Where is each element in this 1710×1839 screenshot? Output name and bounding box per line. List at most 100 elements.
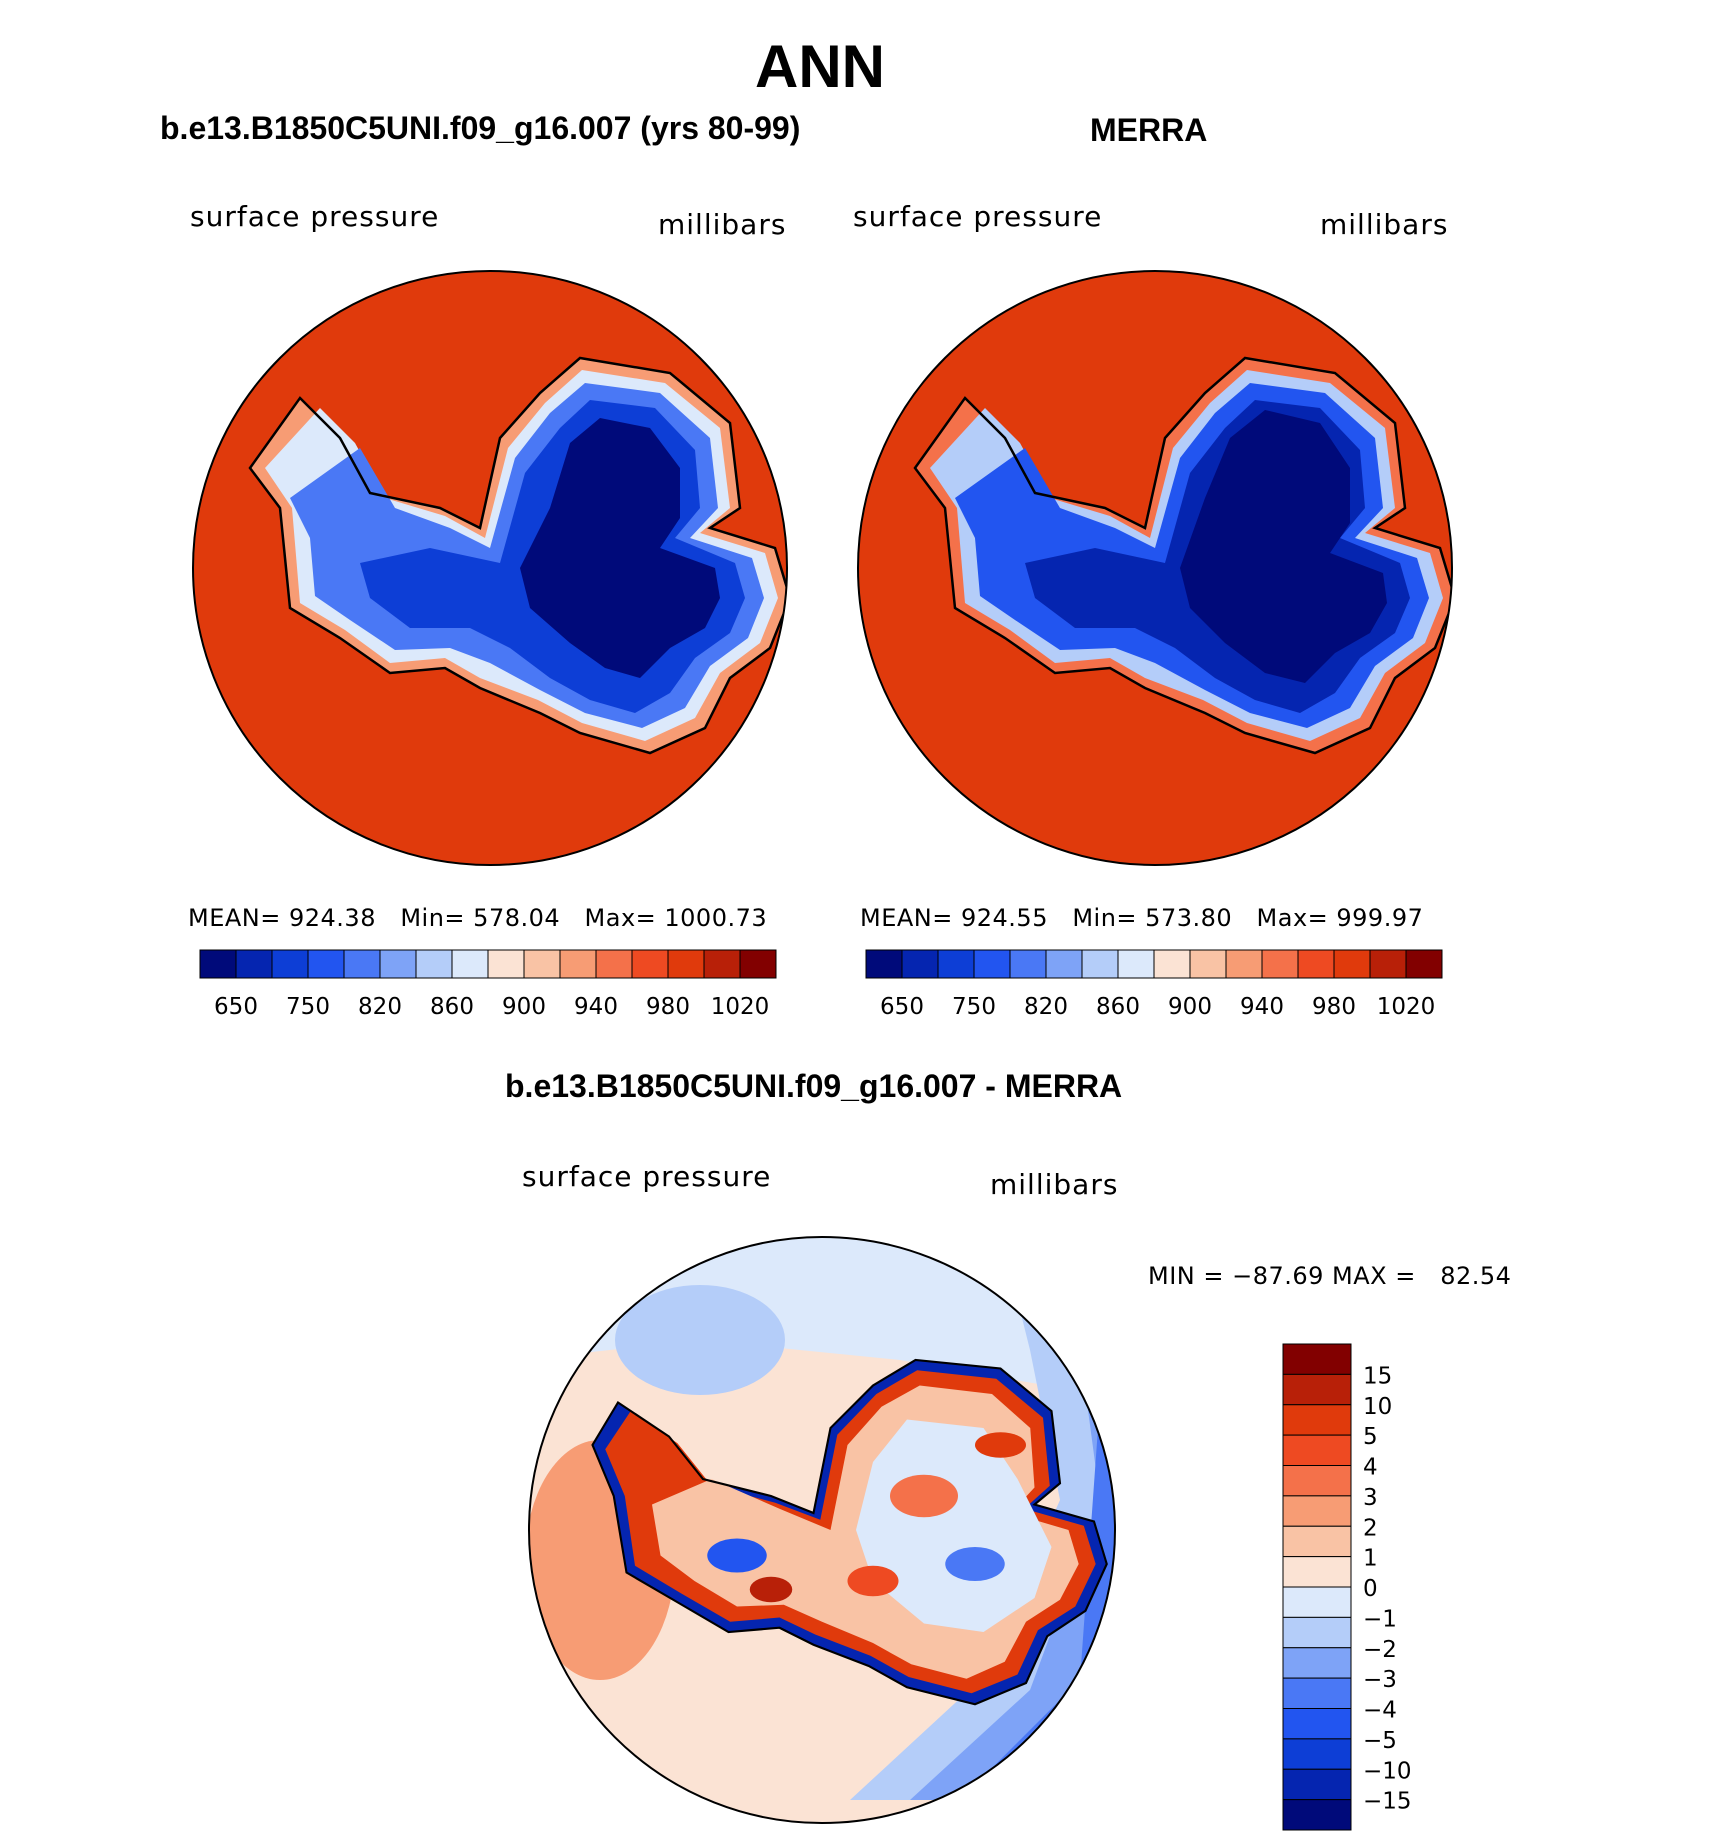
panel1-colorbar-swatch — [271, 949, 309, 979]
panel2-stats: MEAN= 924.55 Min= 573.80 Max= 999.97 — [860, 904, 1424, 932]
panel1-colorbar-tick-label: 860 — [430, 994, 474, 1020]
diff-right-label: millibars — [990, 1168, 1119, 1201]
panel1-colorbar-tick-label: 750 — [286, 994, 330, 1020]
panel2-colorbar-swatch — [1297, 949, 1335, 979]
panel2-colorbar-tick-label: 900 — [1168, 994, 1212, 1020]
diff-colorbar-tick-label: 2 — [1363, 1515, 1378, 1541]
panel1-colorbar-swatch — [199, 949, 237, 979]
diff-colorbar-tick-label: −3 — [1363, 1667, 1397, 1693]
diff-colorbar-tick-label: −10 — [1363, 1758, 1412, 1784]
diff-colorbar-tick-label: 1 — [1363, 1546, 1378, 1572]
diff-colorbar-swatch — [1282, 1647, 1352, 1679]
panel2-colorbar-swatch — [1081, 949, 1119, 979]
diff-blob-upper-left — [615, 1285, 785, 1395]
diff-antarctica — [591, 1358, 1108, 1706]
panel1-colorbar-swatch — [379, 949, 417, 979]
panel1-colorbar-tick-label: 900 — [502, 994, 546, 1020]
panel1-right-label: millibars — [658, 208, 787, 241]
diff-colorbar-swatch — [1282, 1525, 1352, 1558]
panel2-colorbar: 650 750 820 860 900 940 980 1020 — [865, 949, 1443, 1020]
panel2-colorbar-swatch — [1405, 949, 1443, 979]
panel2-colorbar-swatch — [1261, 949, 1299, 979]
panel1-colorbar-swatch — [523, 949, 561, 979]
panel1-antarctica — [248, 356, 787, 755]
panel1-colorbar-swatch — [595, 949, 633, 979]
diff-title: b.e13.B1850C5UNI.f09_g16.007 - MERRA — [505, 1068, 1123, 1104]
panel2-colorbar-swatch — [901, 949, 939, 979]
diff-colorbar-tick-label: 0 — [1363, 1576, 1378, 1602]
panel1-colorbar-tick-label: 820 — [358, 994, 402, 1020]
diff-colorbar-swatch — [1282, 1616, 1352, 1649]
panel1-colorbar-swatch — [667, 949, 705, 979]
diff-colorbar-tick-label: −1 — [1363, 1606, 1397, 1632]
diff-map — [529, 1237, 1115, 1823]
panel2-colorbar-swatch — [1369, 949, 1407, 979]
panel1-map — [193, 271, 787, 865]
panel2-colorbar-swatch — [973, 949, 1011, 979]
panel2-colorbar-swatch — [1189, 949, 1227, 979]
diff-colorbar-tick-label: −15 — [1363, 1789, 1412, 1815]
diff-colorbar-tick-label: 5 — [1363, 1424, 1378, 1450]
panel1-colorbar-tick-label: 980 — [646, 994, 690, 1020]
diff-band-right-2 — [910, 1237, 1115, 1800]
panel1-colorbar-swatch — [739, 949, 777, 979]
panel2-colorbar-swatch — [1225, 949, 1263, 979]
panel1-colorbar-swatch — [307, 949, 345, 979]
page-title: ANN — [755, 33, 885, 100]
diff-colorbar-swatch — [1282, 1373, 1352, 1406]
diff-colorbar-swatch — [1282, 1768, 1352, 1801]
panel2-colorbar-swatch — [1153, 949, 1191, 979]
panel2-title: MERRA — [1090, 112, 1208, 148]
panel2-colorbar-tick-label: 940 — [1240, 994, 1284, 1020]
diff-colorbar-swatch — [1282, 1556, 1352, 1588]
diff-colorbar-tick-label: −4 — [1363, 1698, 1397, 1724]
diff-left-label: surface pressure — [522, 1160, 772, 1193]
panel2-colorbar-tick-label: 860 — [1096, 994, 1140, 1020]
panel1-colorbar-swatch — [703, 949, 741, 979]
panel2-colorbar-swatch — [937, 949, 975, 979]
panel2-colorbar-tick-label: 750 — [952, 994, 996, 1020]
panel1-colorbar-tick-label: 650 — [214, 994, 258, 1020]
diff-colorbar-tick-label: −2 — [1363, 1637, 1397, 1663]
panel2-colorbar-swatch — [865, 949, 903, 979]
panel1-colorbar-swatch — [631, 949, 669, 979]
panel2-colorbar-swatch — [1045, 949, 1083, 979]
diff-colorbar-tick-label: 10 — [1363, 1394, 1392, 1420]
diff-colorbar-swatch — [1282, 1343, 1352, 1375]
panel2-colorbar-swatch — [1333, 949, 1371, 979]
diff-minmax: MIN = −87.69 MAX = 82.54 — [1148, 1262, 1512, 1290]
panel2-colorbar-tick-label: 1020 — [1377, 994, 1436, 1020]
panel2-colorbar-tick-label: 980 — [1312, 994, 1356, 1020]
panel2-colorbar-tick-label: 650 — [880, 994, 924, 1020]
panel1-colorbar-swatch — [451, 949, 489, 979]
panel1-colorbar-swatch — [235, 949, 273, 979]
panel2-left-label: surface pressure — [853, 200, 1103, 233]
diff-colorbar-swatch — [1282, 1404, 1352, 1436]
diff-colorbar-swatch — [1282, 1738, 1352, 1770]
panel1-colorbar-tick-label: 940 — [574, 994, 618, 1020]
panel1-colorbar-swatch — [415, 949, 453, 979]
panel1-stats: MEAN= 924.38 Min= 578.04 Max= 1000.73 — [188, 904, 768, 932]
diff-border — [528, 1236, 1116, 1824]
diff-colorbar-swatch — [1282, 1465, 1352, 1497]
diff-colorbar-swatch — [1282, 1586, 1352, 1618]
diff-colorbar-swatch — [1282, 1495, 1352, 1527]
panel2-border — [857, 270, 1453, 866]
diff-colorbar-swatch — [1282, 1708, 1352, 1740]
diff-colorbar-swatch — [1282, 1434, 1352, 1466]
panel1-colorbar-swatch — [343, 949, 381, 979]
panel2-map — [858, 271, 1452, 865]
panel1-colorbar: 650 750 820 860 900 940 980 1020 — [199, 949, 777, 1020]
panel2-antarctica — [913, 356, 1452, 755]
diff-colorbar-tick-label: 4 — [1363, 1455, 1378, 1481]
panel1-title: b.e13.B1850C5UNI.f09_g16.007 (yrs 80-99) — [160, 110, 801, 146]
panel1-colorbar-swatch — [559, 949, 597, 979]
panel2-right-label: millibars — [1320, 208, 1449, 241]
diff-colorbar-tick-label: −5 — [1363, 1728, 1397, 1754]
diff-colorbar-tick-label: 3 — [1363, 1485, 1378, 1511]
panel2-colorbar-swatch — [1117, 949, 1155, 979]
diff-colorbar-swatch — [1282, 1677, 1352, 1709]
diff-colorbar-tick-label: 15 — [1363, 1363, 1392, 1389]
